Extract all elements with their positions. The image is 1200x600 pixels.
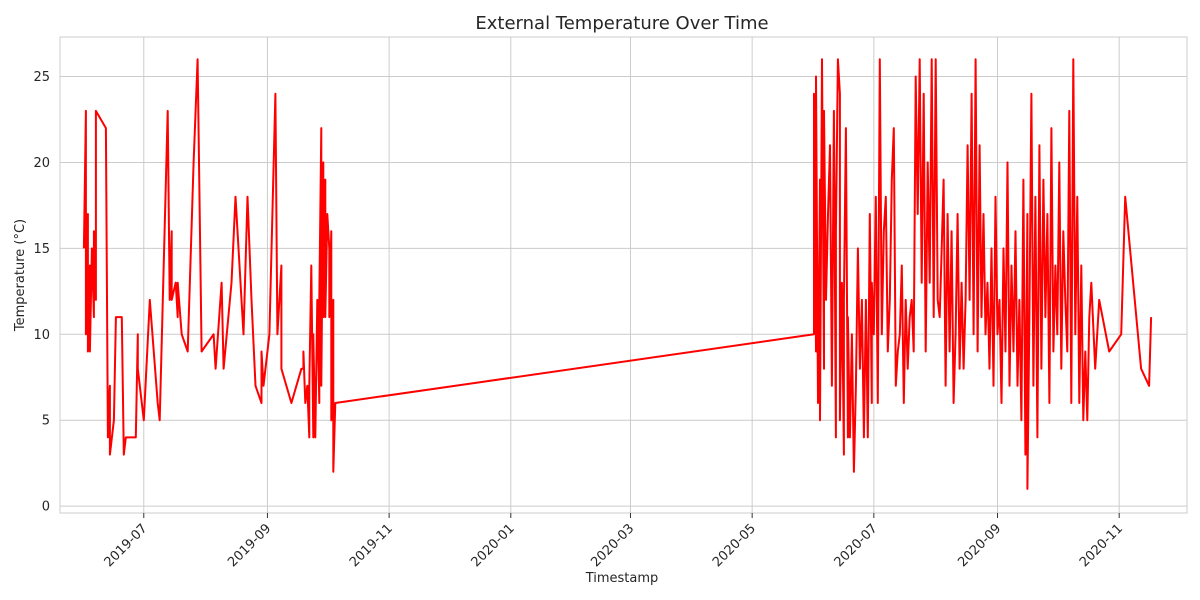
temperature-series-line — [82, 58, 1153, 490]
plot-area-frame — [59, 36, 1188, 514]
series-layer — [82, 58, 1153, 490]
y-axis-ticks: 0 5 10 15 20 25 — [33, 70, 50, 515]
y-tick-label: 5 — [42, 414, 50, 429]
y-tick-label: 25 — [33, 70, 50, 85]
x-tick-label: 2020-09 — [955, 521, 1004, 570]
x-tick-label: 2020-05 — [710, 521, 759, 570]
x-axis-ticks: 2019-07 2019-09 2019-11 2020-01 2020-03 2020-… — [102, 513, 1126, 570]
x-axis-label: Timestamp — [585, 571, 659, 586]
x-tick-label: 2019-07 — [102, 521, 151, 570]
y-tick-label: 15 — [33, 242, 50, 257]
x-tick-label: 2019-11 — [347, 521, 396, 570]
x-tick-label: 2020-01 — [469, 521, 518, 570]
x-tick-label: 2020-07 — [832, 521, 881, 570]
y-axis-label: Temperature (°C) — [13, 219, 28, 332]
y-tick-label: 20 — [33, 156, 50, 171]
grid-lines — [60, 37, 1187, 513]
x-tick-label: 2019-09 — [225, 521, 274, 570]
chart-title: External Temperature Over Time — [475, 13, 768, 34]
x-tick-label: 2020-11 — [1077, 521, 1126, 570]
x-tick-label: 2020-03 — [588, 521, 637, 570]
y-tick-label: 0 — [42, 500, 50, 515]
y-tick-label: 10 — [33, 328, 50, 343]
